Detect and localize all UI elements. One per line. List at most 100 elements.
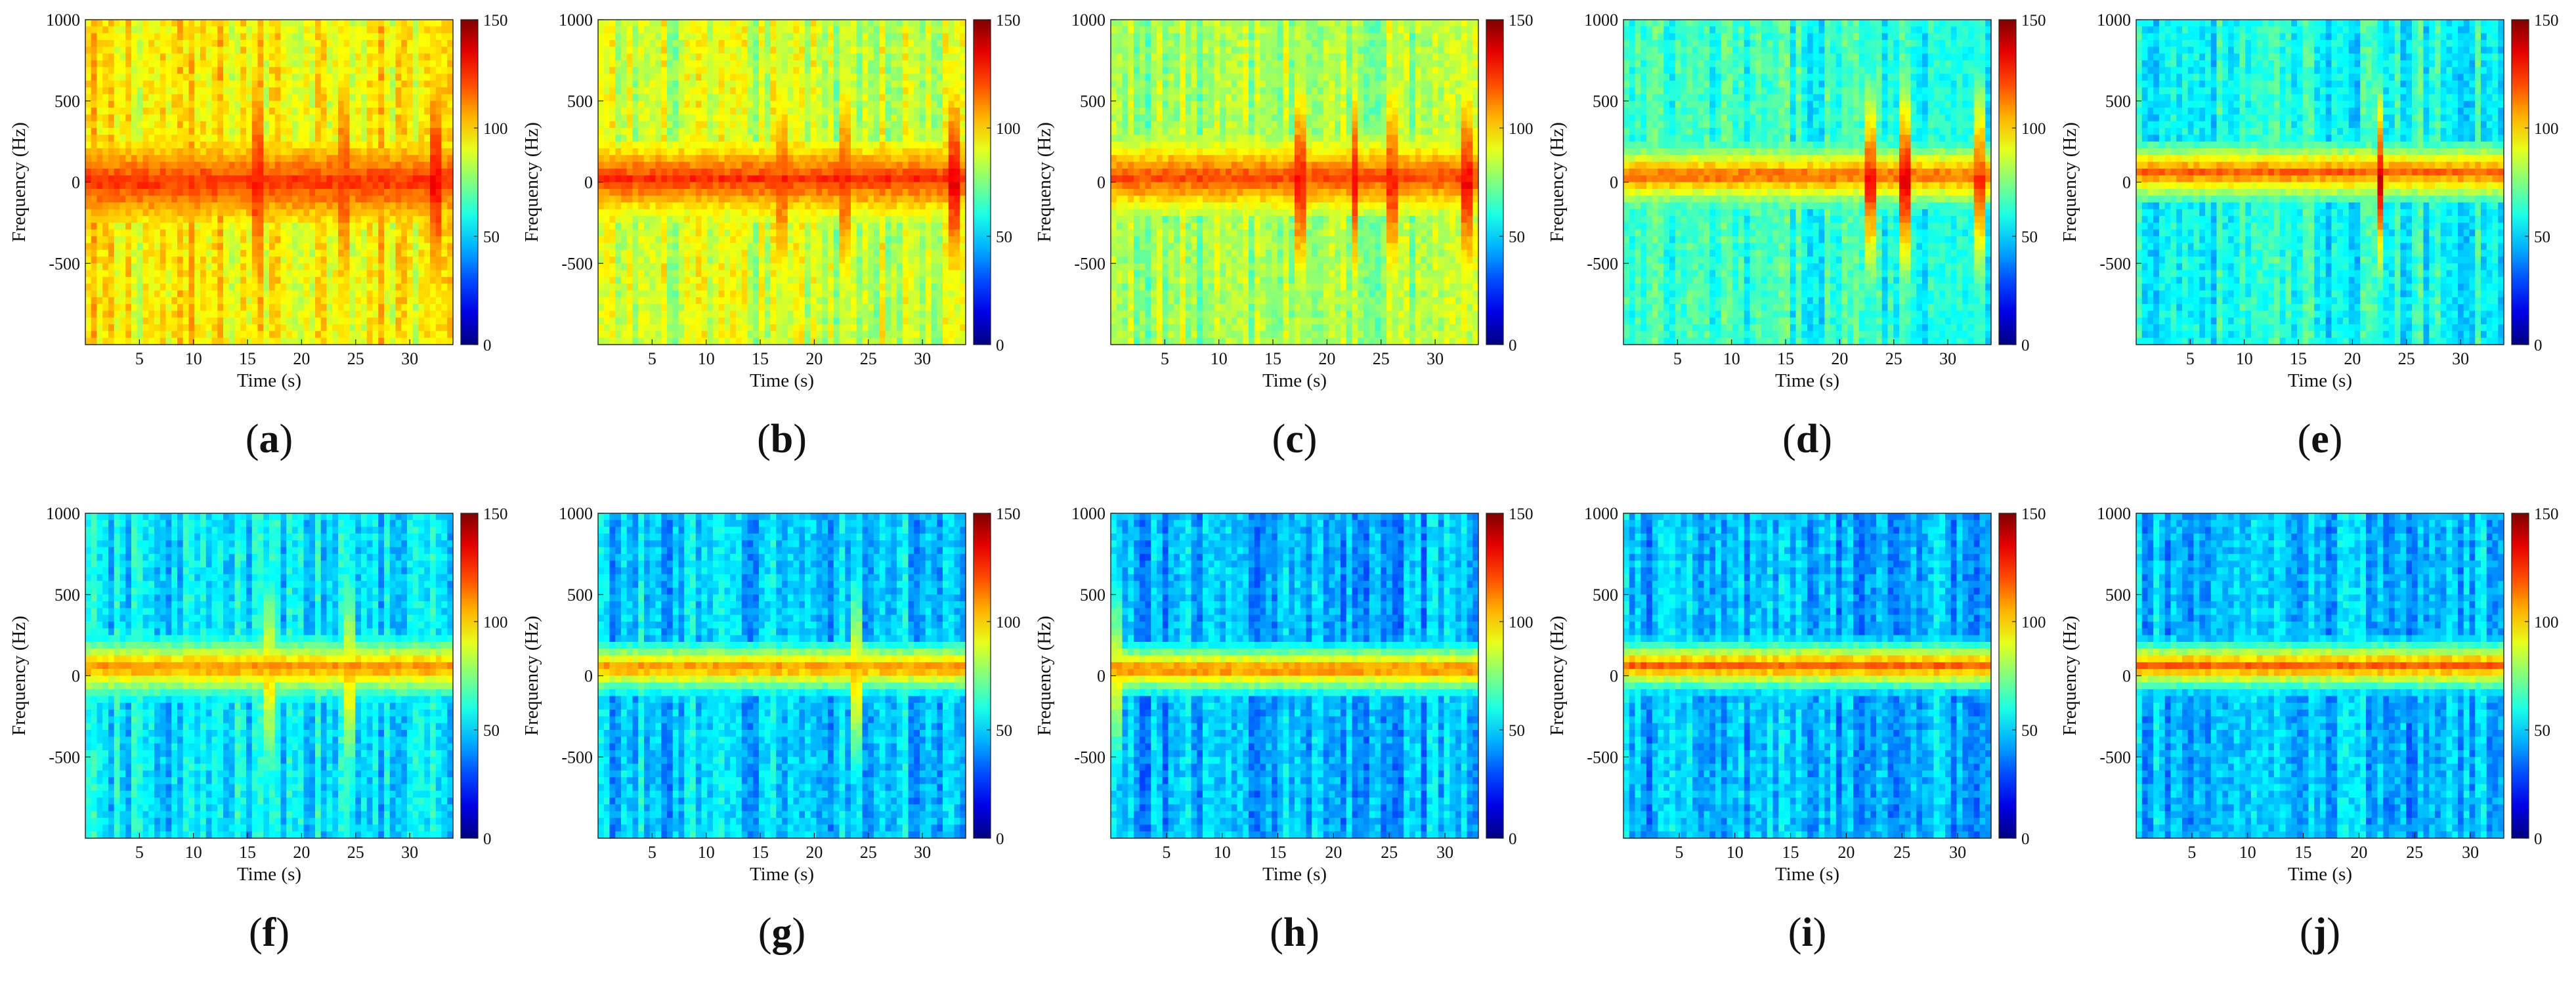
heatmap-cell xyxy=(885,196,891,203)
heatmap-cell xyxy=(332,196,339,203)
heatmap-cell xyxy=(194,256,201,264)
heatmap-cell xyxy=(280,304,287,312)
heatmap-cell xyxy=(430,121,437,129)
heatmap-cell xyxy=(948,67,955,75)
heatmap-cell xyxy=(902,155,909,163)
heatmap-cell xyxy=(217,128,224,135)
heatmap-cell xyxy=(349,331,356,339)
heatmap-cell xyxy=(810,209,817,217)
heatmap-cell xyxy=(407,26,414,34)
heatmap-cell xyxy=(960,108,966,115)
heatmap-cell xyxy=(131,324,138,331)
heatmap-cell xyxy=(407,256,414,264)
heatmap-cell xyxy=(372,324,379,331)
heatmap-cell xyxy=(776,80,783,88)
heatmap-cell xyxy=(684,209,691,217)
heatmap-cell xyxy=(366,223,374,230)
heatmap-cell xyxy=(621,175,628,183)
heatmap-cell xyxy=(384,256,391,264)
heatmap-cell xyxy=(828,33,834,41)
heatmap-cell xyxy=(879,121,886,129)
x-tick-label: 15 xyxy=(239,349,256,368)
heatmap-cell xyxy=(931,114,937,122)
heatmap-cell xyxy=(303,223,310,230)
heatmap-cell xyxy=(667,135,674,142)
heatmap-cell xyxy=(770,114,777,122)
heatmap-cell xyxy=(177,161,184,169)
heatmap-cell xyxy=(418,168,425,176)
heatmap-cell xyxy=(246,216,253,223)
heatmap-cell xyxy=(142,188,149,196)
heatmap-cell xyxy=(632,121,639,129)
heatmap-cell xyxy=(217,33,224,41)
heatmap-cell xyxy=(435,128,442,135)
heatmap-cell xyxy=(280,216,287,223)
heatmap-cell xyxy=(119,188,126,196)
heatmap-cell xyxy=(649,94,656,102)
heatmap-cell xyxy=(165,26,172,34)
heatmap-cell xyxy=(194,128,201,135)
heatmap-cell xyxy=(644,202,651,210)
heatmap-cell xyxy=(205,94,213,102)
heatmap-cell xyxy=(667,53,674,61)
heatmap-cell xyxy=(286,148,293,156)
heatmap-cell xyxy=(137,121,144,129)
heatmap-cell xyxy=(412,209,419,217)
heatmap-cell xyxy=(897,26,903,34)
heatmap-cell xyxy=(228,128,236,135)
heatmap-cell xyxy=(736,33,742,41)
heatmap-cell xyxy=(891,87,897,95)
heatmap-cell xyxy=(891,67,897,75)
heatmap-cell xyxy=(667,26,674,34)
heatmap-cell xyxy=(672,74,679,81)
heatmap-cell xyxy=(902,39,909,47)
heatmap-cell xyxy=(684,74,691,81)
heatmap-cell xyxy=(609,196,616,203)
heatmap-cell xyxy=(782,47,788,54)
heatmap-cell xyxy=(684,188,691,196)
heatmap-cell xyxy=(102,324,109,331)
heatmap-cell xyxy=(395,270,402,278)
heatmap-cell xyxy=(240,141,247,149)
heatmap-cell xyxy=(441,168,448,176)
heatmap-cell xyxy=(211,209,218,217)
heatmap-cell xyxy=(131,148,138,156)
heatmap-cell xyxy=(131,141,138,149)
heatmap-cell xyxy=(667,39,674,47)
heatmap-cell xyxy=(188,182,195,190)
heatmap-cell xyxy=(839,26,846,34)
heatmap-cell xyxy=(85,74,92,81)
heatmap-cell xyxy=(171,310,178,318)
heatmap-cell xyxy=(343,243,351,251)
heatmap-cell xyxy=(286,188,293,196)
heatmap-cell xyxy=(297,216,305,223)
heatmap-cell xyxy=(424,216,431,223)
heatmap-cell xyxy=(269,249,276,257)
heatmap-cell xyxy=(228,94,236,102)
heatmap-cell xyxy=(684,67,691,75)
heatmap-cell xyxy=(776,202,783,210)
heatmap-cell xyxy=(165,47,172,54)
heatmap-cell xyxy=(690,175,697,183)
heatmap-cell xyxy=(805,141,811,149)
heatmap-cell xyxy=(257,141,264,149)
heatmap-cell xyxy=(609,67,616,75)
heatmap-cell xyxy=(925,60,932,68)
heatmap-cell xyxy=(142,74,149,81)
heatmap-cell xyxy=(85,114,92,122)
heatmap-cell xyxy=(621,121,628,129)
heatmap-cell xyxy=(395,317,402,325)
heatmap-cell xyxy=(257,337,264,345)
heatmap-cell xyxy=(292,223,299,230)
heatmap-cell xyxy=(234,114,241,122)
heatmap-cell xyxy=(338,182,345,190)
heatmap-cell xyxy=(395,121,402,129)
heatmap-cell xyxy=(626,168,633,176)
heatmap-cell xyxy=(269,94,276,102)
heatmap-cell xyxy=(309,141,316,149)
heatmap-cell xyxy=(366,209,374,217)
heatmap-cell xyxy=(361,175,368,183)
heatmap-cell xyxy=(142,229,149,237)
heatmap-cell xyxy=(828,80,834,88)
heatmap-cell xyxy=(160,324,167,331)
